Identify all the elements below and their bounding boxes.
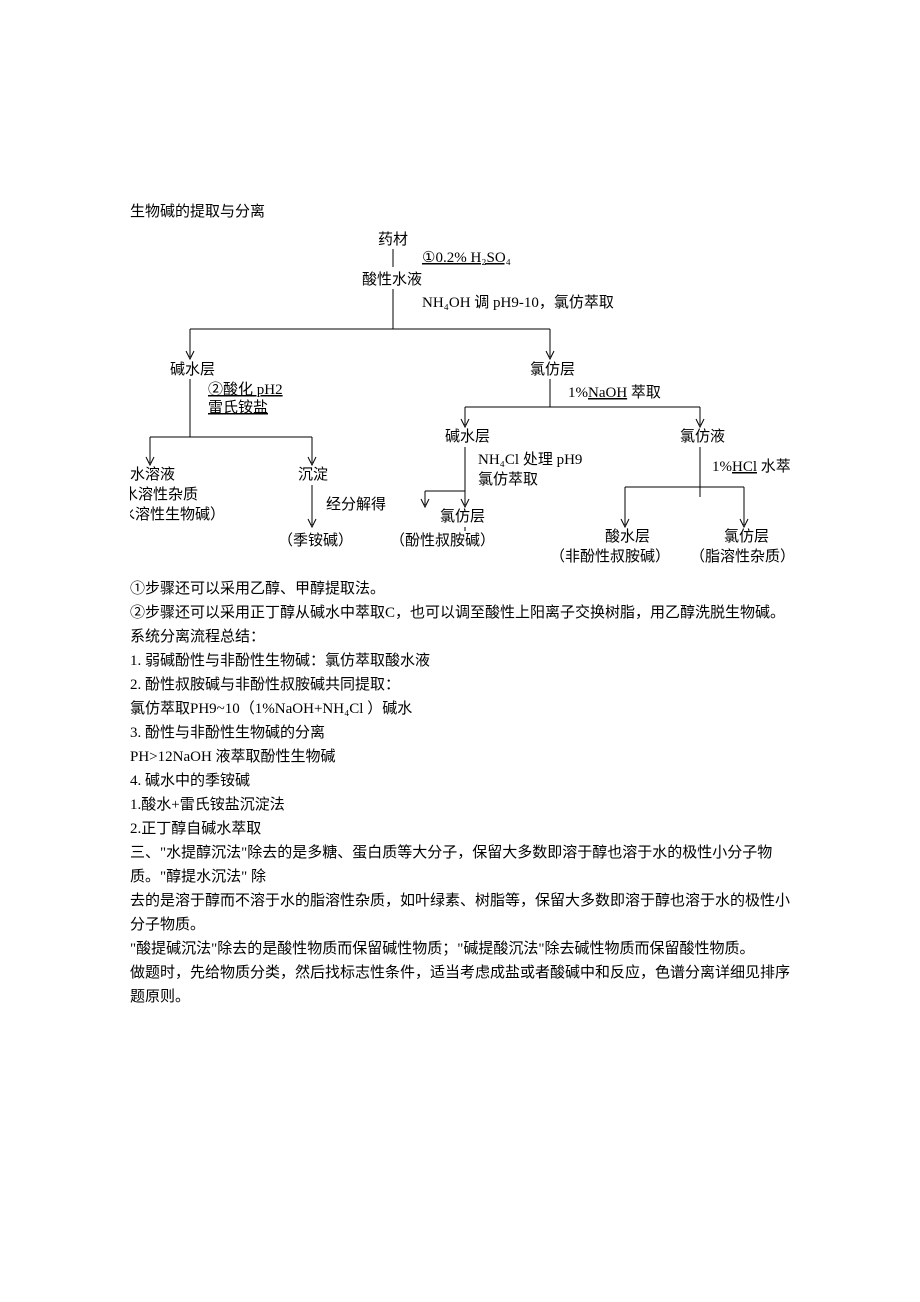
node-jianshui2: 碱水层 <box>445 428 490 445</box>
node-zhirongxing: （脂溶性杂质） <box>690 548 790 564</box>
para-3: 系统分离流程总结： <box>130 625 790 649</box>
node-nh4oh: NH₄OH 调 pH9-10，氯仿萃取 <box>422 294 614 311</box>
node-lvfang2: 氯仿层 <box>440 508 485 525</box>
body-text: ①步骤还可以采用乙醇、甲醇提取法。 ②步骤还可以采用正丁醇从碱水中萃取C，也可以… <box>130 577 790 1009</box>
para-6: 氯仿萃取PH9~10（1%NaOH+NH₄Cl ）碱水 <box>130 697 790 721</box>
node-fenxingshu: （酚性叔胺碱） <box>390 532 495 549</box>
para-9: 4. 碱水中的季铵碱 <box>130 769 790 793</box>
node-lvfangye: 氯仿液 <box>680 428 725 445</box>
node-shuirongye: 水溶液 <box>130 466 175 483</box>
para-1: ①步骤还可以采用乙醇、甲醇提取法。 <box>130 577 790 601</box>
flowchart: 药材 ①0.2% H₂SO₄ 酸性水液 NH₄OH 调 pH9-10，氯仿萃取 … <box>130 229 790 569</box>
node-suanshuiceng: 酸水层 <box>605 528 650 545</box>
para-14: "酸提碱沉法"除去的是酸性物质而保留碱性物质；"碱提酸沉法"除去碱性物质而保留酸… <box>130 937 790 961</box>
para-13: 去的是溶于醇而不溶于水的脂溶性杂质，如叶绿素、树脂等，保留大多数即溶于醇也溶于水… <box>130 889 790 937</box>
node-leishi: 雷氏铵盐 <box>208 399 268 416</box>
node-lvfang-r: 氯仿层 <box>530 361 575 378</box>
para-8: PH>12NaOH 液萃取酚性生物碱 <box>130 745 790 769</box>
para-4: 1. 弱碱酚性与非酚性生物碱：氯仿萃取酸水液 <box>130 649 790 673</box>
node-lvfangcuiqu: 氯仿萃取 <box>478 471 538 488</box>
node-jingfenjie: 经分解得 <box>326 496 386 513</box>
svg-text:1%NaOH 萃取: 1%NaOH 萃取 <box>568 384 661 401</box>
node-shuirong1: （水溶性杂质 <box>130 486 198 503</box>
node-nh4cl: NH₄Cl 处理 pH9 <box>478 451 582 468</box>
para-2: ②步骤还可以采用正丁醇从碱水中萃取C，也可以调至酸性上阳离子交换树脂，用乙醇洗脱… <box>130 601 790 625</box>
node-jianshui-l: 碱水层 <box>170 361 215 378</box>
node-lvfang3: 氯仿层 <box>724 528 769 545</box>
page-title: 生物碱的提取与分离 <box>130 200 790 221</box>
node-jianjian: （季铵碱） <box>278 532 353 549</box>
para-15: 做题时，先给物质分类，然后找标志性条件，适当考虑成盐或者酸碱中和反应，色谱分离详… <box>130 961 790 1009</box>
node-yaocai: 药材 <box>378 231 408 248</box>
para-10: 1.酸水+雷氏铵盐沉淀法 <box>130 793 790 817</box>
para-12: 三、"水提醇沉法"除去的是多糖、蛋白质等大分子，保留大多数即溶于醇也溶于水的极性… <box>130 841 790 889</box>
svg-text:1%HCl 水萃取: 1%HCl 水萃取 <box>712 458 790 475</box>
node-suanhua: ②酸化 pH2 <box>208 381 283 398</box>
node-chendian: 沉淀 <box>298 466 328 483</box>
node-suanxing: 酸性水液 <box>362 271 422 288</box>
node-feifenxing: （非酚性叔胺碱） <box>550 548 670 564</box>
para-7: 3. 酚性与非酚性生物碱的分离 <box>130 721 790 745</box>
node-shuirong2: 水溶性生物碱） <box>130 506 225 523</box>
para-11: 2.正丁醇自碱水萃取 <box>130 817 790 841</box>
para-5: 2. 酚性叔胺碱与非酚性叔胺碱共同提取： <box>130 673 790 697</box>
node-step1: ①0.2% H₂SO₄ <box>422 250 511 266</box>
